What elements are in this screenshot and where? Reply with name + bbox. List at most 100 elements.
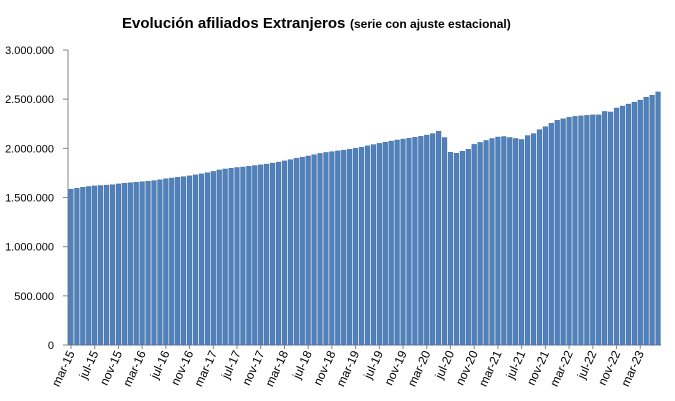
bar (204, 172, 210, 346)
bar (145, 181, 151, 346)
bar (619, 105, 626, 346)
bar (370, 144, 376, 346)
bar (507, 137, 513, 346)
bar (323, 152, 329, 346)
bar (525, 135, 531, 346)
y-tick-label: 1.000.000 (5, 242, 54, 254)
bar (80, 186, 86, 346)
bar (163, 178, 169, 346)
x-tick-label: jul-20 (432, 348, 458, 382)
bar (625, 103, 631, 346)
bar (353, 148, 359, 346)
bar (453, 153, 459, 346)
y-tick-label: 500.000 (14, 291, 54, 303)
bar (394, 139, 400, 346)
bar (530, 133, 537, 346)
bar (311, 154, 317, 346)
bar (513, 138, 519, 346)
bar (98, 185, 104, 346)
bar (335, 150, 341, 346)
x-tick-label: jul-18 (289, 348, 315, 382)
bar (643, 96, 649, 346)
bar (364, 145, 371, 346)
bar (299, 156, 305, 346)
x-tick-label: jul-22 (574, 348, 600, 382)
bar (631, 101, 637, 346)
bar (317, 153, 323, 346)
bar (649, 95, 655, 346)
bar (264, 163, 270, 346)
bar (560, 118, 566, 346)
bar (519, 139, 525, 346)
bar (465, 149, 471, 346)
bar (459, 151, 465, 346)
bar (240, 166, 246, 346)
x-tick-label: jul-19 (361, 348, 387, 382)
y-tick-label: 3.000.000 (5, 45, 54, 57)
bar (133, 182, 139, 346)
bar (293, 158, 299, 346)
bar (252, 165, 258, 346)
bar (424, 134, 430, 346)
bar (483, 140, 489, 346)
bar (92, 185, 98, 346)
bar (222, 168, 228, 346)
bar (275, 161, 282, 346)
bar (548, 123, 554, 346)
bar (216, 169, 222, 346)
bar (246, 166, 252, 346)
bar (74, 187, 80, 346)
y-tick-label: 0 (48, 340, 54, 352)
bar (382, 142, 388, 346)
bar (554, 120, 560, 346)
bar (447, 152, 454, 346)
bar (139, 181, 145, 346)
bar (270, 162, 276, 346)
bar (578, 115, 584, 346)
y-tick-label: 1.500.000 (5, 193, 54, 205)
bar (637, 99, 643, 346)
x-tick-label: jul-16 (147, 348, 173, 382)
bar (157, 179, 163, 346)
chart-subtitle: (serie con ajuste estacional) (350, 17, 511, 31)
bar (181, 176, 187, 346)
bar (305, 155, 311, 346)
bar (169, 177, 175, 346)
bar (210, 171, 216, 346)
bar (192, 174, 199, 346)
bar (127, 182, 133, 346)
bar (151, 180, 157, 346)
bar (258, 164, 264, 346)
chart-title: Evolución afiliados Extranjeros (122, 15, 345, 32)
bar (68, 188, 74, 346)
bar (234, 167, 240, 346)
x-tick-label: mar-15 (49, 348, 78, 389)
bar (388, 140, 394, 346)
bar (495, 136, 501, 346)
bar (489, 138, 495, 346)
bar (115, 183, 121, 346)
bar (655, 91, 661, 346)
bar (602, 111, 608, 346)
bar (477, 142, 483, 346)
bar (566, 117, 572, 346)
bar (430, 133, 436, 346)
x-tick-label: jul-17 (218, 348, 244, 382)
y-tick-label: 2.000.000 (5, 143, 54, 155)
bar (596, 114, 602, 346)
bar (542, 126, 548, 346)
bar (418, 136, 424, 346)
bar (287, 159, 293, 346)
bar (198, 173, 204, 346)
bar (109, 184, 116, 346)
bar (281, 160, 288, 346)
y-tick-label: 2.500.000 (5, 94, 54, 106)
bar (400, 138, 406, 346)
bar (175, 177, 181, 346)
bar (329, 151, 335, 346)
bar (613, 107, 620, 346)
bar (590, 114, 596, 346)
bar (501, 136, 507, 346)
x-tick-label: jul-21 (503, 348, 529, 382)
